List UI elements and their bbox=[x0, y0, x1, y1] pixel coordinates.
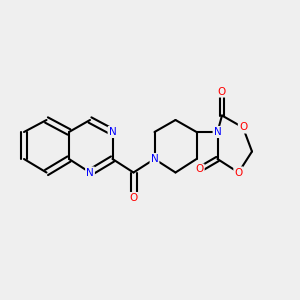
Text: O: O bbox=[129, 193, 138, 203]
Text: N: N bbox=[109, 127, 116, 137]
Text: N: N bbox=[151, 154, 158, 164]
Text: N: N bbox=[86, 167, 94, 178]
Text: O: O bbox=[234, 167, 243, 178]
Text: O: O bbox=[218, 86, 226, 97]
Text: O: O bbox=[239, 122, 247, 133]
Text: N: N bbox=[214, 127, 221, 137]
Text: O: O bbox=[195, 164, 204, 175]
